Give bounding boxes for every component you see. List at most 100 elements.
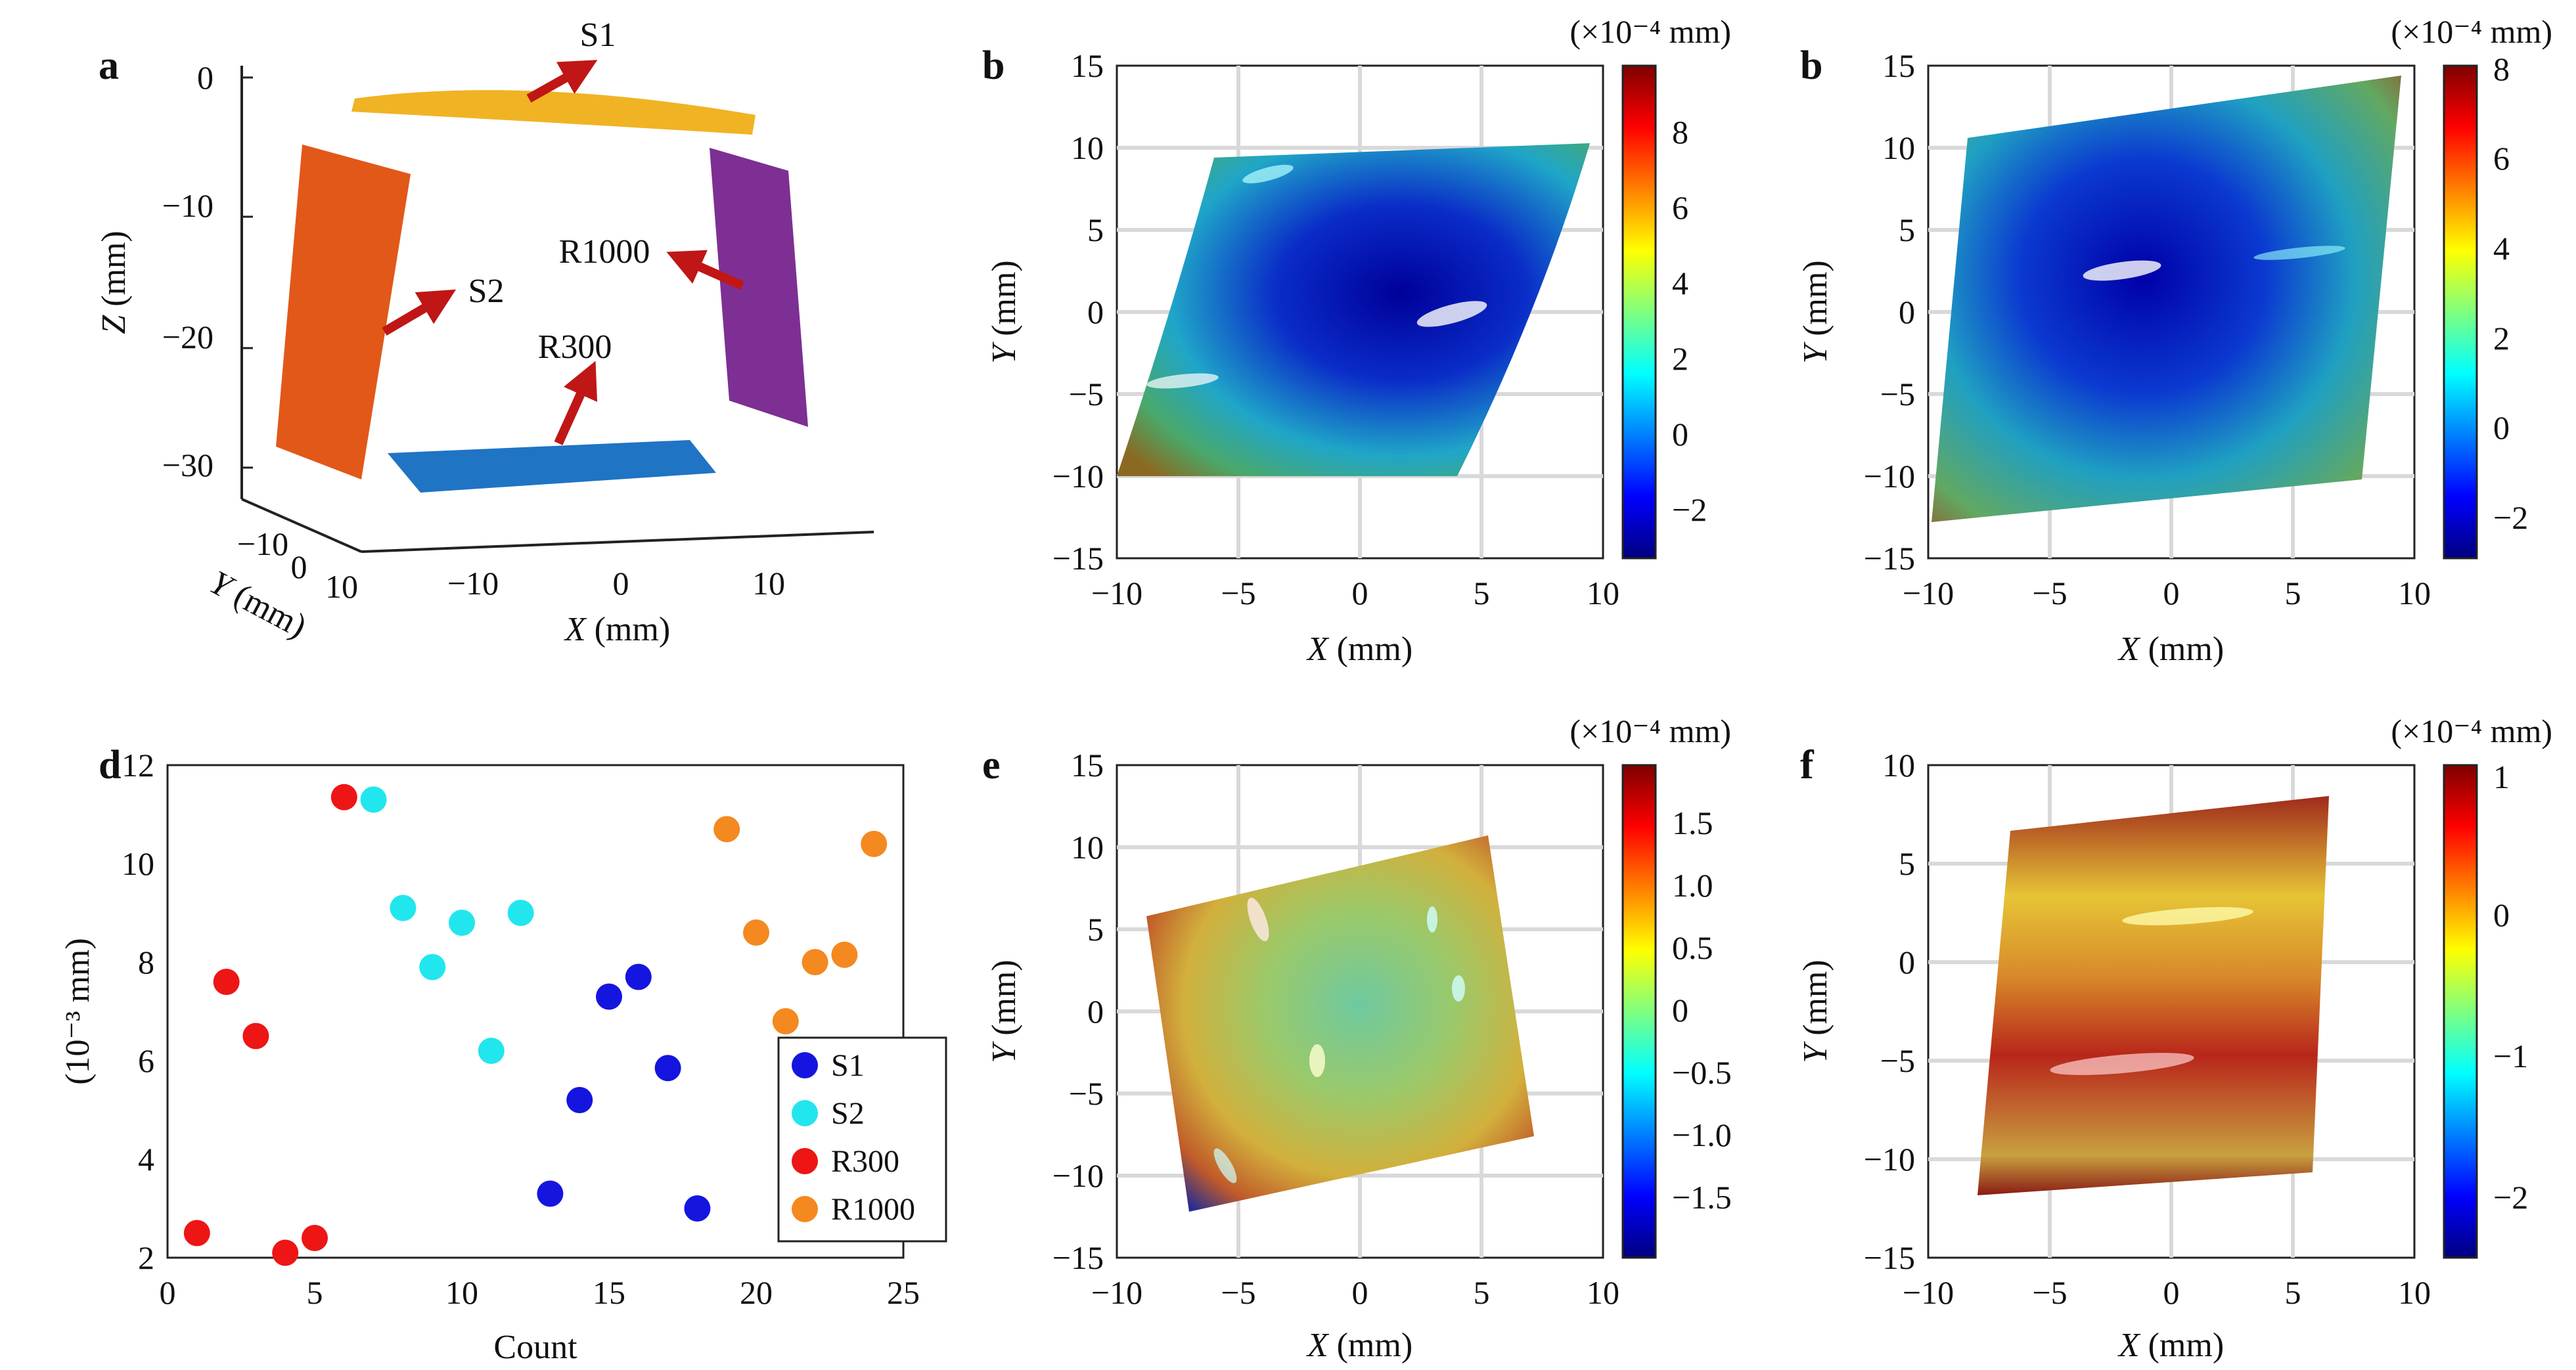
x-tick: −10 bbox=[1091, 575, 1142, 611]
x-tick: 10 bbox=[1587, 575, 1619, 611]
x-tick: 5 bbox=[2285, 575, 2301, 611]
colorbar-tick: 6 bbox=[1672, 189, 1688, 226]
y-tick: −15 bbox=[1052, 1239, 1104, 1276]
panel-e: e 15 10 5 0 −5 −10 −15 −10 −5 0 5 10 X bbox=[982, 713, 1732, 1364]
panel-letter-f: f bbox=[1800, 743, 1815, 787]
highlight bbox=[2050, 1053, 2194, 1075]
legend-label-r1000: R1000 bbox=[831, 1192, 915, 1227]
x-tick: −5 bbox=[1221, 1274, 1255, 1311]
legend: S1 S2 R300 R1000 bbox=[777, 1036, 947, 1243]
x-tick: 0 bbox=[160, 1274, 176, 1311]
data-point-r1000 bbox=[713, 816, 740, 843]
colorbar bbox=[2443, 64, 2478, 560]
x-tick: 10 bbox=[445, 1274, 478, 1311]
data-point-r300 bbox=[330, 784, 357, 810]
data-point-s1 bbox=[625, 963, 652, 990]
x-axis-line bbox=[361, 531, 874, 553]
colorbar-unit: (×10⁻⁴ mm) bbox=[1570, 713, 1731, 749]
colorbar-tick: 0 bbox=[1672, 992, 1688, 1028]
y-axis-label: Y (mm) bbox=[1797, 260, 1834, 363]
y-tick: 15 bbox=[1071, 47, 1104, 84]
data-point-s2 bbox=[390, 895, 417, 921]
x-tick: 20 bbox=[740, 1274, 773, 1311]
y-tick: −10 bbox=[1864, 1141, 1915, 1178]
highlight bbox=[1309, 1044, 1325, 1077]
x-tick: 10 bbox=[2398, 575, 2431, 611]
y-tick: 10 bbox=[1882, 129, 1915, 166]
y-tick: 6 bbox=[138, 1042, 154, 1079]
colorbar-ticks: 1.5 1.0 0.5 0 −0.5 −1.0 −1.5 bbox=[1672, 805, 1732, 1216]
arrow-s1 bbox=[526, 60, 598, 103]
data-point-r1000 bbox=[831, 941, 858, 968]
legend-marker-r1000 bbox=[792, 1196, 818, 1222]
x-axis-label: X (mm) bbox=[1306, 630, 1412, 668]
highlight bbox=[1213, 1148, 1237, 1183]
panel-letter-a: a bbox=[99, 43, 119, 88]
y-ticks: 15 10 5 0 −5 −10 −15 bbox=[1052, 747, 1104, 1276]
x-tick: 25 bbox=[887, 1274, 920, 1311]
x-axis-label: Count bbox=[493, 1329, 577, 1366]
colorbar bbox=[1621, 64, 1657, 560]
x-tick: −5 bbox=[2032, 1274, 2067, 1311]
y-tick: 10 bbox=[1071, 129, 1104, 166]
highlight bbox=[2122, 907, 2253, 925]
legend-label-r300: R300 bbox=[831, 1144, 899, 1179]
colorbar-tick: 0.5 bbox=[1672, 929, 1713, 966]
data-point-r300 bbox=[302, 1225, 328, 1251]
data-point-r300 bbox=[213, 969, 240, 995]
colorbar-unit: (×10⁻⁴ mm) bbox=[2391, 713, 2552, 749]
colorbar-tick: 1.0 bbox=[1672, 867, 1713, 904]
data-point-s2 bbox=[419, 954, 446, 981]
data-point-s1 bbox=[537, 1180, 564, 1207]
x-ticks: 0 5 10 15 20 25 bbox=[160, 1274, 920, 1311]
x-tick: −10 bbox=[447, 565, 499, 602]
heatmap-surface bbox=[1117, 143, 1590, 476]
highlight bbox=[1452, 975, 1465, 1002]
y-ticks: 15 10 5 0 −5 −10 −15 bbox=[1052, 47, 1104, 577]
y-tick: 0 bbox=[1899, 294, 1915, 330]
legend-marker-r300 bbox=[792, 1148, 818, 1174]
y-tick: 8 bbox=[138, 944, 154, 981]
colorbar-unit: (×10⁻⁴ mm) bbox=[1570, 13, 1731, 50]
data-point-r300 bbox=[242, 1023, 269, 1050]
y-ticks: 15 10 5 0 −5 −10 −15 bbox=[1864, 47, 1915, 577]
x-tick: 10 bbox=[1587, 1274, 1619, 1311]
z-tick: 0 bbox=[197, 59, 214, 96]
colorbar-tick: 6 bbox=[2493, 140, 2510, 177]
scatter-points bbox=[183, 784, 888, 1266]
panel-b2: b 15 10 5 0 −5 −10 −15 −10 −5 0 5 10 X (… bbox=[1797, 13, 2552, 668]
colorbar-tick: −2 bbox=[2493, 1179, 2528, 1216]
panel-f: f 10 5 0 −5 −10 −15 −10 −5 0 5 10 X (mm)… bbox=[1797, 713, 2552, 1364]
y-axis-label: Y (mm) bbox=[985, 960, 1023, 1063]
data-point-s1 bbox=[654, 1055, 681, 1082]
y-axis-label: Y (mm) bbox=[1797, 960, 1834, 1063]
heatmap-surface bbox=[1932, 76, 2401, 522]
label-s2: S2 bbox=[468, 273, 505, 310]
y-axis-label: (10⁻³ mm) bbox=[59, 938, 97, 1085]
colorbar-tick: 0 bbox=[1672, 416, 1688, 453]
z-axis-label: Z (mm) bbox=[95, 231, 133, 334]
y-tick: 0 bbox=[1087, 294, 1104, 330]
x-tick: 0 bbox=[2163, 575, 2180, 611]
heatmap-surface bbox=[1977, 796, 2329, 1195]
colorbar-tick: 4 bbox=[2493, 230, 2510, 267]
y-tick: −10 bbox=[1864, 458, 1915, 495]
y-tick: 5 bbox=[1087, 211, 1104, 248]
colorbar-unit: (×10⁻⁴ mm) bbox=[2391, 13, 2552, 50]
y-tick: −5 bbox=[1880, 1042, 1915, 1079]
y-axis-label: Y (mm) bbox=[985, 260, 1023, 363]
heatmap-surface bbox=[1146, 835, 1534, 1212]
x-tick: −10 bbox=[1903, 575, 1954, 611]
highlight bbox=[1242, 164, 1294, 184]
y-tick: 0 bbox=[1087, 993, 1104, 1030]
z-ticks: 0 −10 −20 −30 bbox=[162, 59, 253, 483]
x-axis-label: X (mm) bbox=[2117, 630, 2224, 668]
x-tick: 0 bbox=[1352, 575, 1368, 611]
x-ticks: −10 −5 0 5 10 bbox=[1903, 575, 2431, 611]
x-tick: 0 bbox=[2163, 1274, 2180, 1311]
y-tick: −15 bbox=[1864, 1239, 1915, 1276]
colorbar-tick: −2 bbox=[1672, 491, 1707, 528]
label-r1000: R1000 bbox=[559, 233, 650, 271]
x-axis-label: X (mm) bbox=[2117, 1327, 2224, 1364]
y-tick: 12 bbox=[122, 747, 154, 784]
